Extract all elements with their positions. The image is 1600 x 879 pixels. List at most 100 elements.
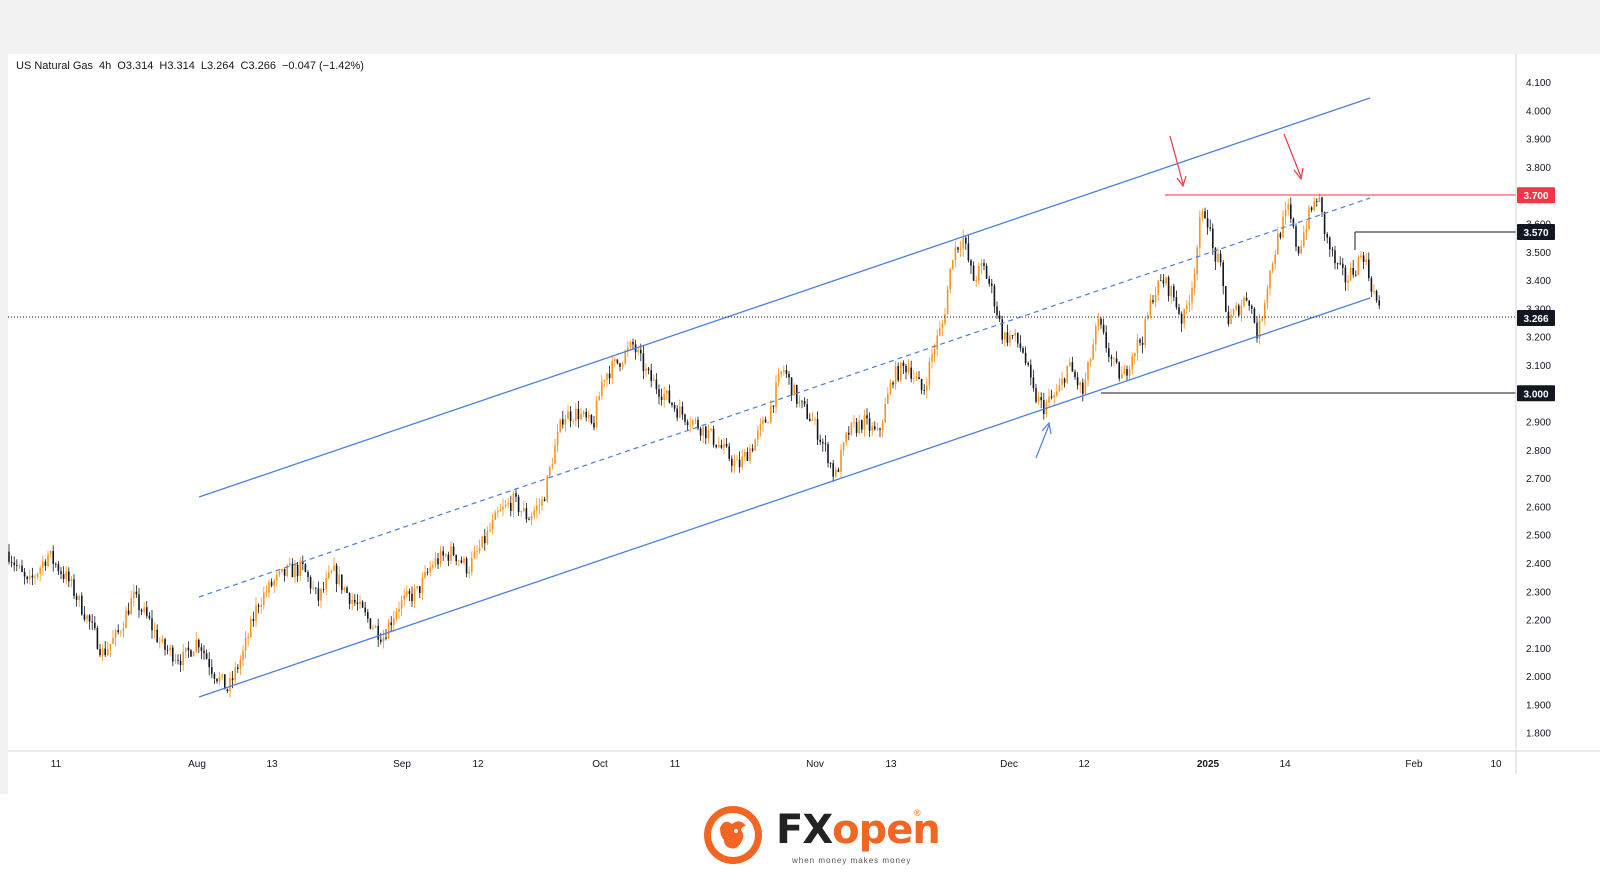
candle-body	[1222, 262, 1224, 287]
candle-body	[1212, 228, 1214, 249]
candle-body	[234, 667, 236, 681]
price-tick-label: 3.800	[1526, 163, 1551, 174]
candle-body	[198, 639, 200, 648]
candle-body	[1030, 364, 1032, 378]
candle-body	[120, 631, 122, 633]
candle-body	[655, 379, 658, 390]
candle-body	[156, 629, 158, 643]
candle-body	[1134, 352, 1136, 357]
time-axis[interactable]: 11 Aug 13 Sep 12 Oct 11 Nov 13 Dec 12 2025 14 Feb 10	[51, 759, 1502, 770]
candle-body	[718, 444, 720, 448]
candle-body	[1149, 300, 1152, 316]
candle-body	[312, 587, 314, 589]
candle-body	[1360, 255, 1362, 258]
candle-body	[543, 499, 546, 502]
candle-body	[980, 263, 983, 266]
ohlc-open: O3.314	[117, 60, 154, 72]
candle-body	[356, 602, 359, 605]
candle-body	[302, 561, 304, 564]
candle-body	[1004, 332, 1006, 340]
candle-body	[114, 630, 117, 638]
candle-body	[127, 610, 130, 615]
candle-body	[642, 353, 645, 372]
candle-body	[848, 432, 850, 435]
candle-body	[429, 567, 431, 573]
candle-body	[1232, 309, 1235, 315]
blue-arrow-head	[1041, 421, 1052, 435]
candle-body	[564, 419, 567, 425]
candle-body	[520, 511, 522, 513]
timeframe[interactable]: 4h	[99, 60, 112, 72]
channel-upper-line[interactable]	[198, 97, 1371, 498]
candle-body	[788, 373, 790, 378]
candle-body	[666, 390, 668, 394]
candle-body	[957, 247, 959, 250]
candle-body	[138, 594, 140, 611]
candle-body	[125, 610, 127, 629]
candle-body	[608, 373, 611, 379]
candle-body	[86, 615, 88, 620]
candle-body	[200, 647, 203, 651]
candle-body	[439, 551, 442, 565]
candle-body	[268, 581, 270, 593]
candle-body	[905, 366, 907, 373]
candle-body	[707, 430, 710, 439]
candle-body	[640, 349, 642, 354]
candle-body	[70, 579, 73, 582]
candle-body	[1183, 309, 1185, 324]
candle-body	[920, 379, 923, 391]
candle-body	[510, 503, 512, 511]
candle-body	[481, 536, 483, 548]
candle-body	[946, 289, 949, 315]
candle-body	[546, 475, 548, 502]
candle-body	[702, 426, 704, 436]
price-tick-label: 3.200	[1526, 333, 1551, 344]
candle-body	[385, 637, 387, 639]
channel-middle-line[interactable]	[198, 197, 1371, 598]
time-tick-label: 11	[51, 759, 62, 770]
candle-body	[159, 641, 161, 643]
candle-body	[806, 404, 808, 419]
candle-body	[387, 622, 390, 639]
candle-body	[1209, 227, 1211, 229]
candle-body	[1271, 263, 1274, 271]
candle-body	[335, 565, 338, 585]
candle-body	[1076, 377, 1079, 386]
candle-body	[554, 445, 556, 465]
candle-body	[255, 605, 257, 621]
candle-body	[109, 643, 112, 650]
candle-body	[291, 563, 294, 578]
candle-body	[1342, 263, 1344, 268]
candle-body	[445, 554, 447, 556]
candle-body	[224, 674, 226, 690]
candle-body	[559, 419, 561, 432]
candle-body	[1011, 335, 1014, 336]
candle-body	[926, 385, 928, 391]
candle-body	[1019, 343, 1022, 349]
candle-body	[606, 373, 608, 380]
price-tick-label: 4.000	[1526, 106, 1551, 117]
price-chart[interactable]: 1.800 1.900 2.000 2.100 2.200 2.300 2.400 2.500…	[8, 54, 1600, 794]
candle-body	[1256, 322, 1258, 339]
time-tick-label: Dec	[1000, 759, 1018, 770]
symbol-title[interactable]: US Natural Gas	[16, 60, 94, 72]
candle-body	[367, 612, 369, 619]
candle-body	[1074, 371, 1076, 378]
candle-body	[83, 614, 86, 620]
candle-body	[515, 493, 517, 497]
candle-body	[1118, 362, 1120, 379]
candle-body	[738, 459, 741, 468]
candle-body	[1373, 291, 1375, 292]
candle-body	[928, 361, 931, 386]
candle-body	[585, 411, 587, 418]
candle-body	[889, 382, 892, 394]
candle-body	[944, 314, 946, 324]
price-axis[interactable]: 1.800 1.900 2.000 2.100 2.200 2.300 2.400 2.500…	[1526, 78, 1551, 740]
candle-body	[1188, 302, 1191, 306]
candle-body	[452, 546, 455, 555]
candle-body	[588, 415, 590, 418]
candle-body	[863, 415, 866, 430]
candle-body	[484, 536, 486, 544]
channel-lower-line[interactable]	[198, 297, 1371, 698]
candle-body	[1175, 297, 1178, 308]
